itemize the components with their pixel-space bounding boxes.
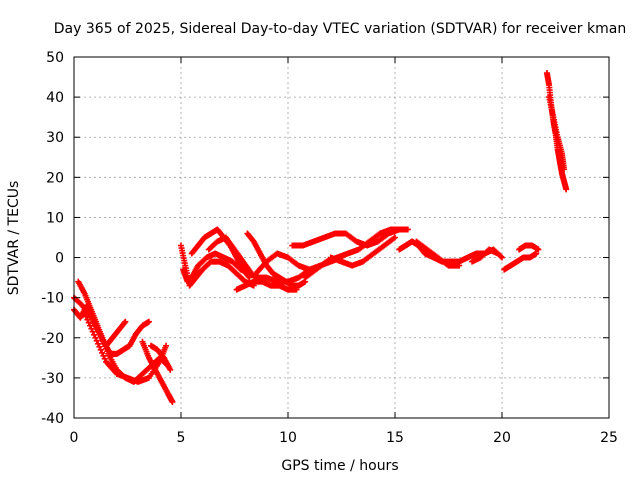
x-tick-label: 25 <box>600 430 618 446</box>
data-point <box>163 342 170 349</box>
x-tick-label: 20 <box>493 430 511 446</box>
data-point <box>561 166 568 173</box>
data-point <box>533 250 540 257</box>
series-sat10 <box>205 234 255 277</box>
data-point <box>122 318 129 325</box>
data-point <box>535 246 542 253</box>
x-tick-label: 5 <box>177 430 186 446</box>
series-sat20 <box>469 246 501 265</box>
data-point <box>97 346 104 353</box>
y-tick-label: 40 <box>46 90 64 106</box>
data-point <box>93 337 100 344</box>
data-point <box>83 313 90 320</box>
x-tick-label: 15 <box>386 430 404 446</box>
data-point <box>92 334 99 341</box>
x-tick-label: 10 <box>279 430 297 446</box>
data-point <box>494 250 501 257</box>
data-point <box>169 398 176 405</box>
data-point <box>398 226 405 233</box>
data-point <box>563 186 570 193</box>
data-point <box>245 273 252 280</box>
data-point <box>404 226 411 233</box>
data-point <box>293 286 300 293</box>
series-sat12 <box>233 278 300 293</box>
data-point <box>88 325 95 332</box>
data-point <box>392 234 398 241</box>
series-sat5 <box>139 338 176 405</box>
data-point <box>499 254 505 261</box>
data-point <box>100 352 107 359</box>
data-point <box>121 319 128 326</box>
y-tick-label: 20 <box>46 170 64 186</box>
data-points <box>71 70 570 405</box>
y-tick-label: -10 <box>41 291 64 307</box>
series-sat17 <box>396 238 471 265</box>
y-tick-label: 0 <box>55 251 64 267</box>
data-point <box>101 355 108 362</box>
y-tick-label: -40 <box>41 411 64 427</box>
data-point <box>96 343 103 350</box>
data-point <box>84 316 91 323</box>
series-sat24 <box>546 94 568 173</box>
data-point <box>145 318 152 325</box>
data-point <box>91 331 98 338</box>
y-tick-label: 10 <box>46 210 64 226</box>
data-point <box>87 322 94 329</box>
y-tick-label: -30 <box>41 371 64 387</box>
data-point <box>99 349 106 356</box>
series-sat18 <box>413 238 463 269</box>
series-sat21 <box>501 250 540 273</box>
x-axis-title: GPS time / hours <box>281 458 398 474</box>
data-point <box>81 310 88 317</box>
series-sat15 <box>302 226 405 281</box>
series-sat8 <box>178 242 257 289</box>
y-tick-label: 30 <box>46 130 64 146</box>
chart-title: Day 365 of 2025, Sidereal Day-to-day VTE… <box>54 21 626 37</box>
series-sat6 <box>148 342 174 373</box>
y-tick-label: -20 <box>41 331 64 347</box>
data-point <box>95 340 102 347</box>
data-point <box>85 319 92 326</box>
series-sat22 <box>516 242 542 253</box>
y-tick-label: 50 <box>46 50 64 66</box>
x-tick-label: 0 <box>70 430 79 446</box>
data-point <box>497 253 504 260</box>
data-point <box>246 274 253 281</box>
plot-frame <box>73 56 610 419</box>
series-sat16 <box>327 234 398 269</box>
data-point <box>89 328 96 335</box>
data-point <box>167 366 174 373</box>
data-point <box>456 262 463 269</box>
axis-ticks: 0 5 10 15 20 25 -40 -30 -20 -10 0 10 20 30 40 50 <box>41 50 618 446</box>
series-sat13 <box>252 250 345 277</box>
y-axis-title: SDTVAR / TECUs <box>6 181 22 296</box>
